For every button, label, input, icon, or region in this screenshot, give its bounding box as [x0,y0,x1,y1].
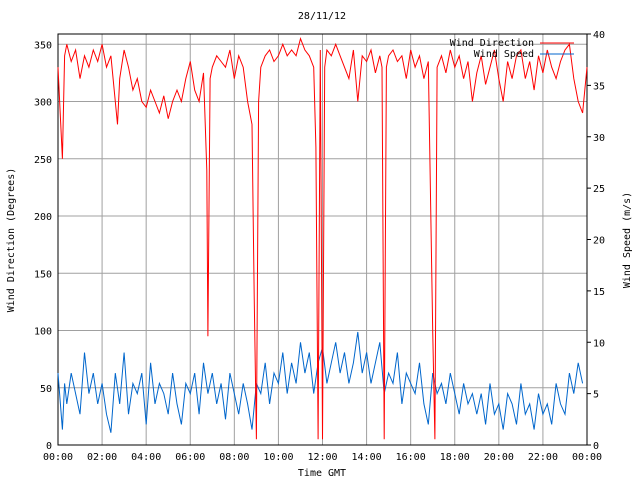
y-right-tick-label: 0 [593,441,599,452]
series-line-wind-direction [57,36,588,440]
y-right-tick-label: 5 [593,390,599,401]
y-left-tick-label: 350 [34,40,52,51]
legend-label: Wind Direction [450,38,534,49]
x-tick-label: 16:00 [396,452,426,463]
y-right-tick-label: 25 [593,184,605,195]
y-left-tick-label: 50 [40,384,52,395]
y-left-tick-label: 200 [34,212,52,223]
x-tick-label: 10:00 [263,452,293,463]
y-left-tick-label: 0 [46,441,52,452]
x-tick-label: 02:00 [87,452,117,463]
x-tick-label: 22:00 [528,452,558,463]
x-tick-label: 00:00 [572,452,602,463]
series-line-wind-speed [57,331,584,433]
y-left-tick-label: 250 [34,155,52,166]
legend-label: Wind Speed [474,49,534,60]
y-left-tick-label: 100 [34,327,52,338]
y-left-tick-label: 150 [34,269,52,280]
y-right-tick-label: 30 [593,133,605,144]
y-axis-left: 0 50 100 150 200 250 300 350 [34,40,52,452]
x-tick-label: 06:00 [175,452,205,463]
y-axis-right: 0 5 10 15 20 25 30 35 40 [587,30,605,452]
series-group [57,36,588,440]
x-tick-label: 14:00 [352,452,382,463]
y-right-tick-label: 35 [593,81,605,92]
x-tick-label: 08:00 [219,452,249,463]
x-tick-label: 00:00 [43,452,73,463]
x-axis: 00:00 02:00 04:00 06:00 08:00 10:00 12:00 14:00… [43,452,602,463]
y-right-tick-label: 15 [593,287,605,298]
x-tick-label: 18:00 [440,452,470,463]
y-axis-right-label: Wind Speed (m/s) [622,192,633,288]
y-right-tick-label: 20 [593,236,605,247]
x-tick-label: 12:00 [307,452,337,463]
y-axis-left-label: Wind Direction (Degrees) [6,168,17,313]
y-right-tick-label: 10 [593,338,605,349]
x-axis-label: Time GMT [298,468,346,479]
y-left-tick-label: 300 [34,98,52,109]
x-tick-label: 04:00 [131,452,161,463]
y-right-tick-label: 40 [593,30,605,41]
x-tick-label: 20:00 [484,452,514,463]
chart-title: 28/11/12 [298,11,346,22]
